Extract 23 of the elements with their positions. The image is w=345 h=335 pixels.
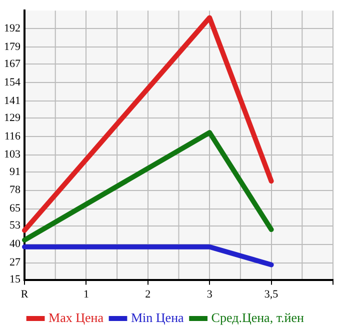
legend-label: Max Цена [48, 310, 104, 325]
y-tick-label: 15 [10, 274, 21, 286]
x-tick-label: 3 [206, 288, 213, 300]
legend-label: Сред.Цена, т.йен [211, 310, 304, 325]
x-tick-label: 1 [83, 288, 89, 300]
y-tick-label: 40 [10, 238, 21, 250]
x-tick-label: 2 [145, 288, 151, 300]
y-tick-label: 91 [10, 166, 20, 178]
y-tick-label: 65 [10, 202, 21, 215]
y-tick-label: 78 [10, 184, 21, 196]
y-tick-label: 141 [4, 94, 20, 107]
legend-label: Min Цена [131, 310, 184, 325]
y-tick-label: 53 [10, 220, 21, 232]
y-tick-label: 27 [10, 256, 21, 269]
y-tick-label: 192 [4, 22, 20, 34]
y-tick-label: 154 [4, 76, 21, 88]
y-tick-label: 167 [4, 58, 21, 70]
y-tick-label: 103 [4, 148, 21, 161]
x-tick-label: 3,5 [264, 288, 279, 300]
x-tick-label: R [20, 288, 29, 300]
y-tick-label: 129 [4, 112, 21, 124]
y-tick-label: 116 [4, 130, 21, 142]
y-tick-label: 179 [4, 40, 21, 53]
